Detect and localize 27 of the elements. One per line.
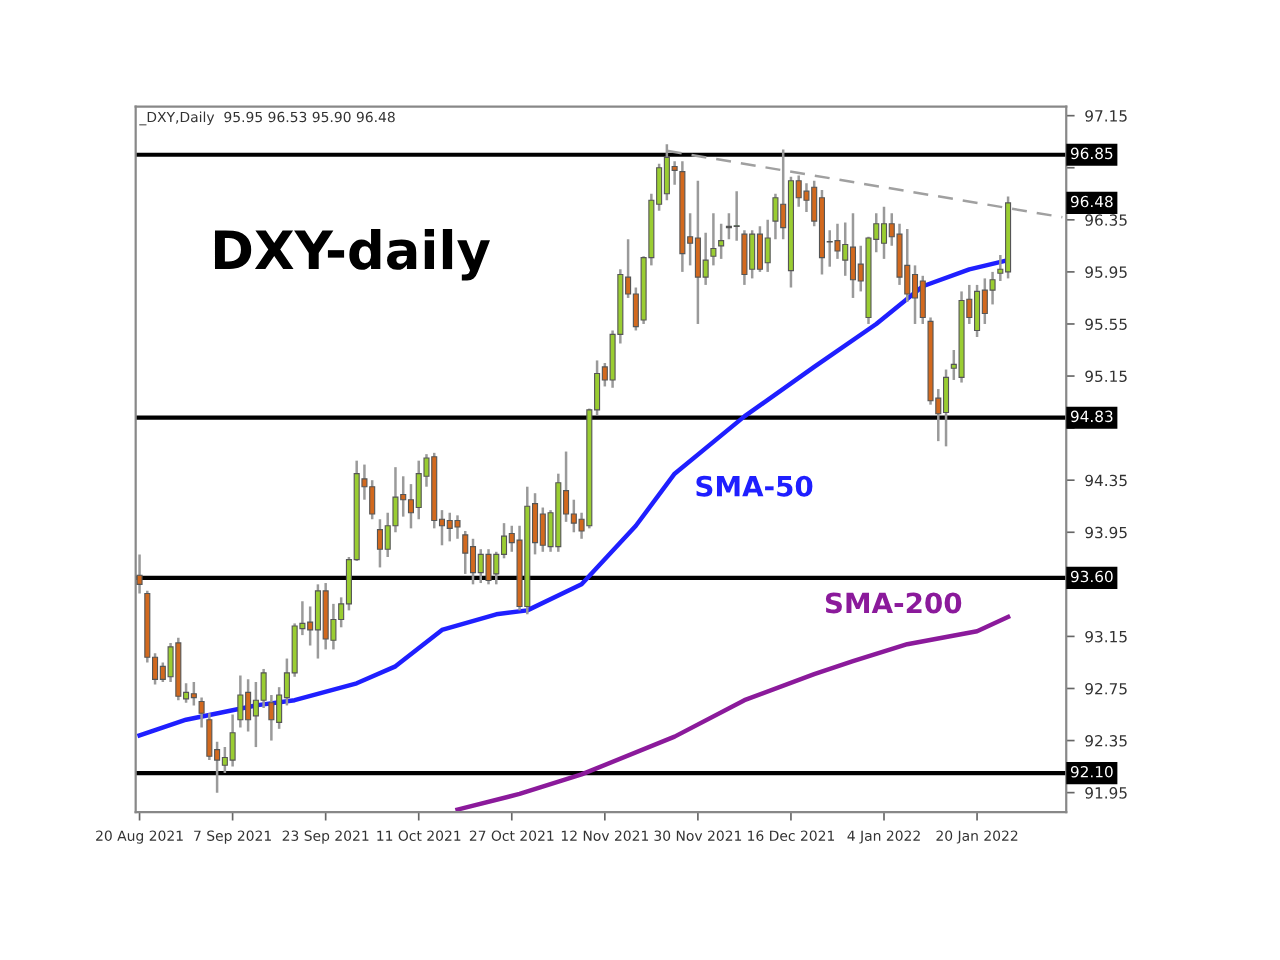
candlestick [485, 547, 492, 586]
candlestick [943, 368, 950, 448]
candlestick [190, 680, 197, 707]
candlestick [756, 225, 763, 274]
series-label: SMA-50 [696, 475, 813, 497]
candlestick [880, 205, 888, 261]
candlestick [539, 506, 546, 554]
candlestick [415, 459, 422, 521]
line-series [455, 614, 1011, 812]
candlestick [694, 179, 701, 326]
candlestick [749, 228, 756, 280]
candlestick [974, 283, 981, 339]
candlestick [477, 547, 484, 585]
candlestick [136, 553, 143, 595]
candlestick [446, 511, 453, 543]
text: DXY-daily [214, 228, 490, 281]
candlestick [570, 498, 577, 534]
candlestick [469, 537, 477, 586]
candlestick [314, 583, 321, 660]
candlestick [245, 678, 252, 733]
candlestick [842, 221, 849, 278]
candlestick [981, 277, 988, 326]
series-label: SMA-200 [825, 592, 962, 614]
candlestick [904, 227, 911, 304]
candlestick [849, 212, 857, 300]
candlestick [803, 182, 810, 214]
candlestick [376, 517, 383, 569]
